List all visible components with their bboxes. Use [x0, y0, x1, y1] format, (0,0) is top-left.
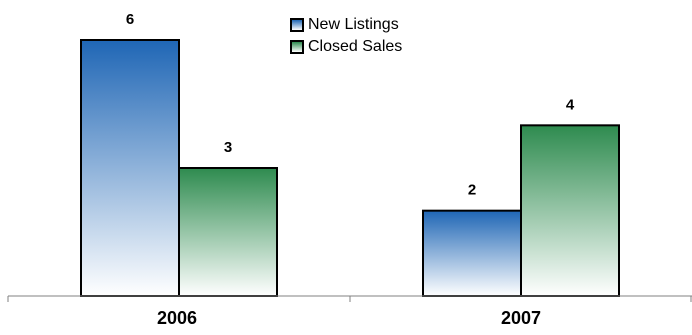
legend-label-closed-sales: Closed Sales [308, 38, 403, 55]
bar-new-listings-2006 [80, 39, 180, 297]
legend-item-new-listings: New Listings [290, 14, 402, 36]
legend-item-closed-sales: Closed Sales [290, 36, 402, 58]
data-label-new-listings-2006: 6 [126, 11, 134, 28]
bars-layer [80, 39, 620, 298]
x-tick-label-2006: 2006 [157, 308, 197, 328]
data-labels-layer: 6 3 2 4 [126, 11, 575, 199]
bar-new-listings-2007 [422, 209, 522, 298]
x-tick-label-2007: 2007 [501, 308, 541, 328]
legend-swatch-new-listings [290, 18, 304, 32]
bar-closed-sales-2006 [178, 167, 278, 297]
data-label-closed-sales-2006: 3 [224, 139, 232, 156]
data-label-new-listings-2007: 2 [468, 182, 476, 199]
chart-legend: New Listings Closed Sales [290, 14, 402, 58]
x-axis: 2006 2007 [7, 295, 692, 328]
legend-swatch-closed-sales [290, 40, 304, 54]
bar-closed-sales-2007 [520, 124, 620, 298]
legend-label-new-listings: New Listings [308, 16, 399, 33]
data-label-closed-sales-2007: 4 [566, 96, 575, 113]
